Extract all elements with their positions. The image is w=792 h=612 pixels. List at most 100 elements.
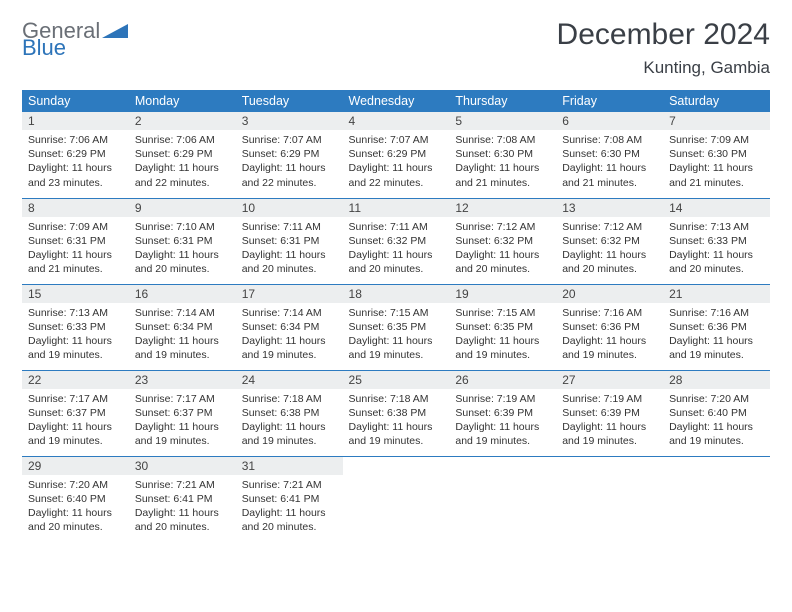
- day-header: Wednesday: [343, 90, 450, 112]
- daylight-text: Daylight: 11 hours and 19 minutes.: [669, 420, 764, 448]
- sunset-text: Sunset: 6:30 PM: [669, 147, 764, 161]
- sunrise-text: Sunrise: 7:06 AM: [28, 133, 123, 147]
- day-header: Thursday: [449, 90, 556, 112]
- sunset-text: Sunset: 6:31 PM: [135, 234, 230, 248]
- daylight-text: Daylight: 11 hours and 19 minutes.: [135, 334, 230, 362]
- day-details: Sunrise: 7:17 AMSunset: 6:37 PMDaylight:…: [129, 389, 236, 455]
- logo-triangle-icon: [102, 18, 128, 44]
- daylight-text: Daylight: 11 hours and 21 minutes.: [455, 161, 550, 189]
- sunrise-text: Sunrise: 7:11 AM: [242, 220, 337, 234]
- sunrise-text: Sunrise: 7:12 AM: [455, 220, 550, 234]
- day-number: 19: [449, 285, 556, 303]
- day-cell: 12Sunrise: 7:12 AMSunset: 6:32 PMDayligh…: [449, 198, 556, 284]
- day-details: Sunrise: 7:09 AMSunset: 6:30 PMDaylight:…: [663, 130, 770, 196]
- calendar-page: General Blue December 2024 Kunting, Gamb…: [0, 0, 792, 560]
- logo-line2: Blue: [22, 38, 100, 59]
- sunset-text: Sunset: 6:39 PM: [562, 406, 657, 420]
- day-cell: 6Sunrise: 7:08 AMSunset: 6:30 PMDaylight…: [556, 112, 663, 198]
- day-details: Sunrise: 7:20 AMSunset: 6:40 PMDaylight:…: [663, 389, 770, 455]
- sunset-text: Sunset: 6:33 PM: [669, 234, 764, 248]
- day-cell: 1Sunrise: 7:06 AMSunset: 6:29 PMDaylight…: [22, 112, 129, 198]
- sunrise-text: Sunrise: 7:08 AM: [562, 133, 657, 147]
- calendar-body: 1Sunrise: 7:06 AMSunset: 6:29 PMDaylight…: [22, 112, 770, 542]
- daylight-text: Daylight: 11 hours and 19 minutes.: [242, 420, 337, 448]
- day-cell: 14Sunrise: 7:13 AMSunset: 6:33 PMDayligh…: [663, 198, 770, 284]
- title-block: December 2024 Kunting, Gambia: [557, 18, 770, 78]
- day-header: Saturday: [663, 90, 770, 112]
- day-number: 16: [129, 285, 236, 303]
- day-details: Sunrise: 7:16 AMSunset: 6:36 PMDaylight:…: [556, 303, 663, 369]
- day-number: 30: [129, 457, 236, 475]
- day-details: Sunrise: 7:09 AMSunset: 6:31 PMDaylight:…: [22, 217, 129, 283]
- sunrise-text: Sunrise: 7:13 AM: [28, 306, 123, 320]
- day-cell: 28Sunrise: 7:20 AMSunset: 6:40 PMDayligh…: [663, 370, 770, 456]
- sunrise-text: Sunrise: 7:19 AM: [562, 392, 657, 406]
- day-header: Friday: [556, 90, 663, 112]
- daylight-text: Daylight: 11 hours and 20 minutes.: [669, 248, 764, 276]
- day-cell: 11Sunrise: 7:11 AMSunset: 6:32 PMDayligh…: [343, 198, 450, 284]
- day-details: Sunrise: 7:19 AMSunset: 6:39 PMDaylight:…: [556, 389, 663, 455]
- day-cell: 16Sunrise: 7:14 AMSunset: 6:34 PMDayligh…: [129, 284, 236, 370]
- day-number: 23: [129, 371, 236, 389]
- daylight-text: Daylight: 11 hours and 19 minutes.: [242, 334, 337, 362]
- sunrise-text: Sunrise: 7:20 AM: [28, 478, 123, 492]
- day-cell: 29Sunrise: 7:20 AMSunset: 6:40 PMDayligh…: [22, 456, 129, 542]
- daylight-text: Daylight: 11 hours and 21 minutes.: [669, 161, 764, 189]
- sunset-text: Sunset: 6:35 PM: [349, 320, 444, 334]
- sunrise-text: Sunrise: 7:16 AM: [562, 306, 657, 320]
- daylight-text: Daylight: 11 hours and 20 minutes.: [135, 506, 230, 534]
- sunset-text: Sunset: 6:29 PM: [349, 147, 444, 161]
- sunset-text: Sunset: 6:33 PM: [28, 320, 123, 334]
- day-cell: 15Sunrise: 7:13 AMSunset: 6:33 PMDayligh…: [22, 284, 129, 370]
- daylight-text: Daylight: 11 hours and 20 minutes.: [562, 248, 657, 276]
- sunset-text: Sunset: 6:32 PM: [349, 234, 444, 248]
- day-number: 11: [343, 199, 450, 217]
- day-cell: 7Sunrise: 7:09 AMSunset: 6:30 PMDaylight…: [663, 112, 770, 198]
- day-number: 24: [236, 371, 343, 389]
- day-details: Sunrise: 7:18 AMSunset: 6:38 PMDaylight:…: [343, 389, 450, 455]
- daylight-text: Daylight: 11 hours and 19 minutes.: [455, 334, 550, 362]
- sunset-text: Sunset: 6:41 PM: [242, 492, 337, 506]
- day-cell: 23Sunrise: 7:17 AMSunset: 6:37 PMDayligh…: [129, 370, 236, 456]
- logo-text: General Blue: [22, 21, 100, 59]
- sunset-text: Sunset: 6:41 PM: [135, 492, 230, 506]
- day-details: Sunrise: 7:17 AMSunset: 6:37 PMDaylight:…: [22, 389, 129, 455]
- day-number: 13: [556, 199, 663, 217]
- day-number: 3: [236, 112, 343, 130]
- day-number: 25: [343, 371, 450, 389]
- day-number: 5: [449, 112, 556, 130]
- day-cell: 18Sunrise: 7:15 AMSunset: 6:35 PMDayligh…: [343, 284, 450, 370]
- day-cell: 24Sunrise: 7:18 AMSunset: 6:38 PMDayligh…: [236, 370, 343, 456]
- sunrise-text: Sunrise: 7:15 AM: [455, 306, 550, 320]
- sunrise-text: Sunrise: 7:17 AM: [135, 392, 230, 406]
- sunset-text: Sunset: 6:39 PM: [455, 406, 550, 420]
- day-number: 17: [236, 285, 343, 303]
- sunrise-text: Sunrise: 7:15 AM: [349, 306, 444, 320]
- week-row: 8Sunrise: 7:09 AMSunset: 6:31 PMDaylight…: [22, 198, 770, 284]
- day-details: Sunrise: 7:07 AMSunset: 6:29 PMDaylight:…: [343, 130, 450, 196]
- location: Kunting, Gambia: [557, 58, 770, 78]
- day-cell: 31Sunrise: 7:21 AMSunset: 6:41 PMDayligh…: [236, 456, 343, 542]
- day-details: Sunrise: 7:18 AMSunset: 6:38 PMDaylight:…: [236, 389, 343, 455]
- day-details: Sunrise: 7:08 AMSunset: 6:30 PMDaylight:…: [449, 130, 556, 196]
- day-number: 15: [22, 285, 129, 303]
- daylight-text: Daylight: 11 hours and 20 minutes.: [242, 506, 337, 534]
- sunrise-text: Sunrise: 7:07 AM: [349, 133, 444, 147]
- day-cell: 4Sunrise: 7:07 AMSunset: 6:29 PMDaylight…: [343, 112, 450, 198]
- week-row: 1Sunrise: 7:06 AMSunset: 6:29 PMDaylight…: [22, 112, 770, 198]
- daylight-text: Daylight: 11 hours and 19 minutes.: [455, 420, 550, 448]
- sunrise-text: Sunrise: 7:20 AM: [669, 392, 764, 406]
- day-cell: 8Sunrise: 7:09 AMSunset: 6:31 PMDaylight…: [22, 198, 129, 284]
- sunset-text: Sunset: 6:31 PM: [28, 234, 123, 248]
- day-details: Sunrise: 7:11 AMSunset: 6:31 PMDaylight:…: [236, 217, 343, 283]
- sunset-text: Sunset: 6:32 PM: [562, 234, 657, 248]
- day-cell: 25Sunrise: 7:18 AMSunset: 6:38 PMDayligh…: [343, 370, 450, 456]
- sunset-text: Sunset: 6:29 PM: [28, 147, 123, 161]
- sunrise-text: Sunrise: 7:16 AM: [669, 306, 764, 320]
- day-details: Sunrise: 7:06 AMSunset: 6:29 PMDaylight:…: [129, 130, 236, 196]
- sunset-text: Sunset: 6:36 PM: [562, 320, 657, 334]
- day-cell: 22Sunrise: 7:17 AMSunset: 6:37 PMDayligh…: [22, 370, 129, 456]
- day-cell: [449, 456, 556, 542]
- sunset-text: Sunset: 6:40 PM: [669, 406, 764, 420]
- week-row: 22Sunrise: 7:17 AMSunset: 6:37 PMDayligh…: [22, 370, 770, 456]
